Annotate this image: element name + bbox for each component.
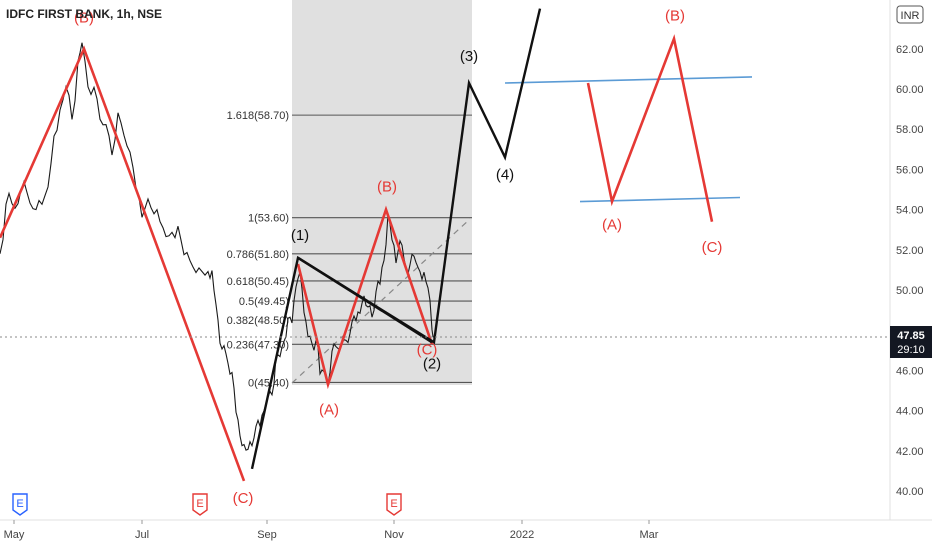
wave-red-line[interactable]: [586, 34, 714, 222]
price-tag: 47.85 29:10: [890, 326, 932, 358]
wave-label-red: (B): [377, 179, 397, 196]
y-tick-label: 40.00: [896, 486, 924, 498]
wave-black-line[interactable]: [297, 256, 433, 344]
event-marker-shape: [12, 493, 28, 516]
wave-label-red: (B): [665, 8, 685, 25]
time-axis-bg: [0, 520, 932, 550]
price-axis-bg: [890, 0, 932, 520]
wave-label-red: (C): [233, 490, 254, 507]
y-tick-labels: 40.00 42.00 44.00 46.00 50.00 52.00 54.00 56.00…: [896, 44, 924, 498]
wave-label-red: (A): [602, 217, 622, 234]
channel-line[interactable]: [504, 76, 753, 84]
price-tag-value: 47.85: [897, 330, 925, 342]
x-tick-label: Jul: [135, 529, 149, 541]
price-tag-countdown: 29:10: [897, 344, 925, 356]
fib-level-label: 1(53.60): [248, 213, 289, 225]
event-marker-shape: [386, 493, 402, 516]
fib-level-label: 0.5(49.45): [239, 296, 289, 308]
wave-label-red: (C): [417, 341, 438, 358]
chart-title: IDFC FIRST BANK, 1h, NSE: [6, 7, 162, 21]
x-tick-label: Sep: [257, 529, 277, 541]
wave-red-line[interactable]: [296, 205, 434, 390]
channel-line[interactable]: [579, 196, 741, 203]
fib-level-label: 0.382(48.50): [227, 315, 289, 327]
event-marker-letter: E: [196, 498, 203, 510]
fib-level-label: 0(45.40): [248, 377, 289, 389]
y-tick-label: 54.00: [896, 205, 924, 217]
wave-label-black: (1): [291, 227, 309, 244]
fib-labels: 1.618(58.70) 1(53.60) 0.786(51.80) 0.618(50…: [227, 110, 289, 389]
wave-black-line[interactable]: [250, 8, 542, 470]
wave-red-line[interactable]: [0, 45, 246, 482]
x-tick-label: Mar: [640, 529, 659, 541]
event-marker-shape: [192, 493, 208, 516]
fib-level-label: 1.618(58.70): [227, 110, 289, 122]
x-tick-label: 2022: [510, 529, 534, 541]
time-axis: May Jul Sep Nov 2022 Mar: [0, 519, 932, 550]
y-tick-label: 56.00: [896, 164, 924, 176]
price-axis: 40.00 42.00 44.00 46.00 50.00 52.00 54.00 56.00…: [889, 0, 932, 520]
fib-trend-dashed: [291, 218, 471, 384]
event-marker[interactable]: E: [192, 493, 208, 516]
x-tick-label: Nov: [384, 529, 404, 541]
x-tick-labels: May Jul Sep Nov 2022 Mar: [4, 520, 659, 541]
price-tag-box: [890, 326, 932, 358]
wave-label-red: (B): [74, 10, 94, 27]
event-marker-letter: E: [16, 498, 23, 510]
fib-level-label: 0.786(51.80): [227, 249, 289, 261]
y-tick-label: 58.00: [896, 124, 924, 136]
wave-label-black: (2): [423, 355, 441, 372]
wave-label-red: (C): [702, 239, 723, 256]
channel-layer: [504, 76, 753, 203]
y-tick-label: 50.00: [896, 285, 924, 297]
waves-black-layer: [250, 8, 542, 470]
fib-zone-layer: [292, 0, 472, 385]
currency-label: INR: [901, 10, 920, 22]
x-tick-label: May: [4, 529, 25, 541]
event-marker[interactable]: E: [12, 493, 28, 516]
currency-badge-box: [896, 5, 924, 24]
currency-badge[interactable]: INR: [896, 5, 924, 24]
y-tick-label: 52.00: [896, 245, 924, 257]
y-tick-label: 44.00: [896, 406, 924, 418]
event-marker[interactable]: E: [386, 493, 402, 516]
wave-labels: (B) (C) (A) (B) (C) (A) (B) (C) (1) (2) (3) (4): [74, 8, 722, 507]
fib-level-label: 0.236(47.30): [227, 339, 289, 351]
y-tick-label: 46.00: [896, 365, 924, 377]
fib-zone: [292, 0, 472, 385]
fib-level-label: 0.618(50.45): [227, 276, 289, 288]
wave-label-black: (4): [496, 166, 514, 183]
y-tick-label: 42.00: [896, 446, 924, 458]
wave-label-red: (A): [319, 402, 339, 419]
event-marker-letter: E: [390, 498, 397, 510]
wave-label-black: (3): [460, 48, 478, 65]
y-tick-label: 62.00: [896, 44, 924, 56]
y-tick-label: 60.00: [896, 84, 924, 96]
